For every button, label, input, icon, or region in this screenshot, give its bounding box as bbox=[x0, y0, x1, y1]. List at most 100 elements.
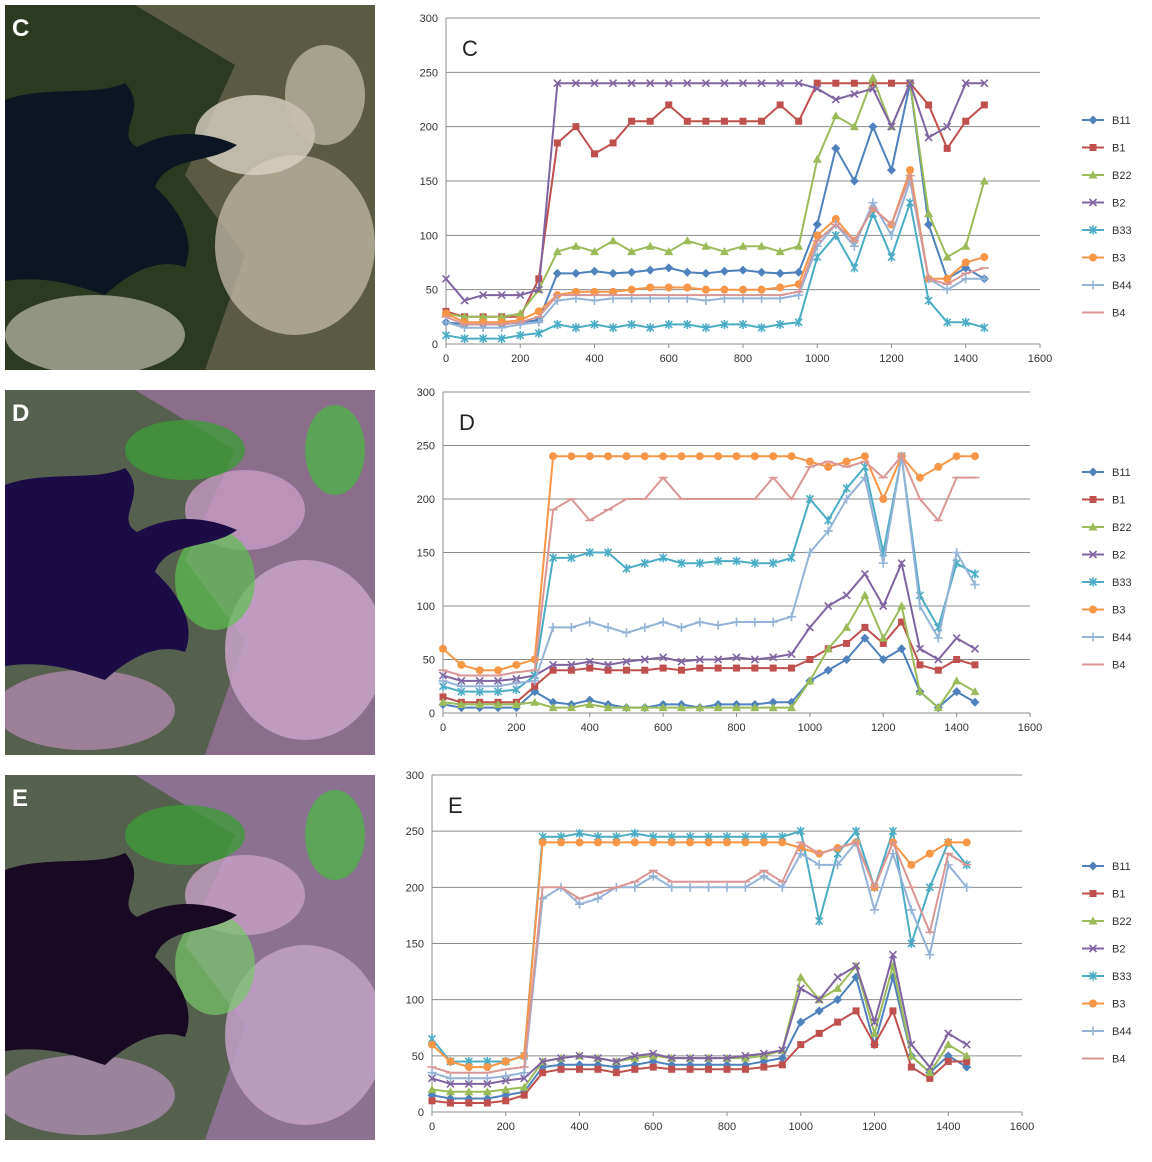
x-tick-label: 1400 bbox=[944, 722, 968, 734]
data-point bbox=[794, 242, 803, 250]
data-point bbox=[733, 665, 740, 672]
data-point bbox=[842, 623, 851, 631]
series-line bbox=[432, 842, 967, 1078]
data-point bbox=[796, 1018, 805, 1027]
data-point bbox=[502, 1057, 510, 1065]
data-point bbox=[646, 266, 655, 275]
y-tick-label: 200 bbox=[406, 882, 424, 894]
page: {"images": [{"label": "C"}, {"label": "D… bbox=[0, 0, 1152, 1162]
data-point bbox=[704, 883, 713, 892]
data-point bbox=[457, 661, 465, 669]
data-point bbox=[907, 905, 916, 914]
x-tick-label: 1200 bbox=[871, 722, 895, 734]
data-point bbox=[668, 1066, 675, 1073]
data-point bbox=[678, 667, 685, 674]
series-line bbox=[432, 966, 967, 1092]
data-point bbox=[705, 1066, 712, 1073]
data-point bbox=[677, 452, 685, 460]
data-point bbox=[631, 838, 639, 846]
legend-label: B11 bbox=[1112, 115, 1131, 127]
data-point bbox=[953, 635, 960, 642]
data-point bbox=[961, 242, 970, 250]
legend-label: B4 bbox=[1112, 660, 1125, 672]
data-point bbox=[945, 1030, 952, 1037]
x-tick-label: 0 bbox=[443, 353, 449, 365]
data-point bbox=[832, 80, 839, 87]
data-point bbox=[613, 1069, 620, 1076]
data-point bbox=[788, 665, 795, 672]
legend-label: B3 bbox=[1112, 999, 1125, 1011]
data-point bbox=[853, 1007, 860, 1014]
data-point bbox=[622, 452, 630, 460]
legend-label: B33 bbox=[1112, 971, 1132, 983]
data-point bbox=[447, 1100, 454, 1107]
data-point bbox=[428, 1041, 436, 1049]
data-point bbox=[787, 612, 796, 621]
data-point bbox=[815, 860, 824, 869]
data-point bbox=[686, 838, 694, 846]
data-point bbox=[609, 236, 618, 244]
data-point bbox=[705, 838, 713, 846]
data-point bbox=[631, 1066, 638, 1073]
data-point bbox=[512, 661, 520, 669]
data-point bbox=[851, 80, 858, 87]
y-tick-label: 100 bbox=[420, 230, 438, 242]
data-point bbox=[980, 253, 988, 261]
data-point bbox=[664, 263, 673, 272]
x-tick-label: 1600 bbox=[1018, 722, 1042, 734]
legend-label: B11 bbox=[1112, 467, 1131, 479]
data-point bbox=[769, 452, 777, 460]
x-tick-label: 1600 bbox=[1010, 1121, 1034, 1133]
data-point bbox=[757, 268, 766, 277]
data-point bbox=[439, 645, 447, 653]
legend-label: B44 bbox=[1112, 632, 1132, 644]
data-point bbox=[788, 452, 796, 460]
x-tick-label: 400 bbox=[581, 722, 599, 734]
data-point bbox=[646, 283, 654, 291]
data-point bbox=[750, 618, 759, 627]
figure: C D E 0501001502002503000200400600800100… bbox=[0, 0, 1152, 1157]
legend-label: B2 bbox=[1112, 550, 1125, 562]
y-tick-label: 50 bbox=[426, 285, 438, 297]
data-point bbox=[769, 618, 778, 627]
data-point bbox=[760, 1064, 767, 1071]
data-point bbox=[660, 665, 667, 672]
y-tick-label: 150 bbox=[420, 176, 438, 188]
data-point bbox=[971, 661, 978, 668]
data-point bbox=[572, 123, 579, 130]
x-tick-label: 800 bbox=[727, 722, 745, 734]
chart-title: C bbox=[462, 36, 478, 61]
data-point bbox=[677, 623, 686, 632]
y-tick-label: 300 bbox=[420, 13, 438, 25]
legend-label: B22 bbox=[1112, 916, 1132, 928]
data-point bbox=[628, 286, 636, 294]
data-point bbox=[627, 268, 636, 277]
image-label: C bbox=[12, 15, 29, 42]
series-line bbox=[446, 203, 984, 339]
data-point bbox=[702, 118, 709, 125]
data-point bbox=[816, 917, 823, 926]
data-point bbox=[723, 883, 732, 892]
data-point bbox=[861, 452, 869, 460]
data-point bbox=[695, 618, 704, 627]
data-point bbox=[465, 1063, 473, 1071]
data-point bbox=[824, 666, 833, 675]
data-point bbox=[751, 665, 758, 672]
y-tick-label: 200 bbox=[420, 122, 438, 134]
legend-label: B3 bbox=[1112, 605, 1125, 617]
data-point bbox=[665, 283, 673, 291]
data-point bbox=[567, 452, 575, 460]
y-tick-label: 250 bbox=[417, 441, 435, 453]
legend-label: B1 bbox=[1112, 889, 1125, 901]
data-point bbox=[701, 269, 710, 278]
data-point bbox=[720, 267, 729, 276]
x-tick-label: 200 bbox=[507, 722, 525, 734]
data-point bbox=[776, 283, 784, 291]
y-tick-label: 250 bbox=[420, 67, 438, 79]
data-point bbox=[907, 198, 914, 207]
data-point bbox=[720, 286, 728, 294]
legend-label: B1 bbox=[1112, 143, 1125, 155]
x-tick-label: 1000 bbox=[789, 1121, 813, 1133]
data-point bbox=[916, 474, 924, 482]
data-point bbox=[971, 645, 978, 652]
